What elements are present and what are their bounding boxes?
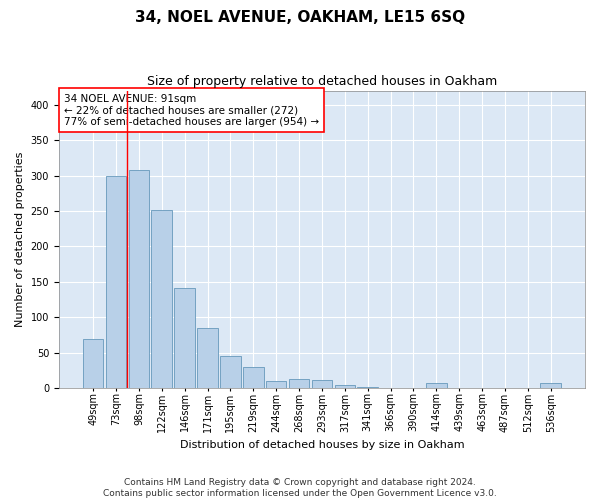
Bar xyxy=(175,288,195,388)
Y-axis label: Number of detached properties: Number of detached properties xyxy=(15,152,25,327)
Bar xyxy=(426,383,446,388)
Text: 34, NOEL AVENUE, OAKHAM, LE15 6SQ: 34, NOEL AVENUE, OAKHAM, LE15 6SQ xyxy=(135,10,465,25)
Bar xyxy=(106,176,126,388)
Bar xyxy=(541,383,561,388)
Bar xyxy=(266,381,286,388)
Title: Size of property relative to detached houses in Oakham: Size of property relative to detached ho… xyxy=(147,75,497,88)
Bar xyxy=(128,170,149,388)
Text: Contains HM Land Registry data © Crown copyright and database right 2024.
Contai: Contains HM Land Registry data © Crown c… xyxy=(103,478,497,498)
Text: 34 NOEL AVENUE: 91sqm
← 22% of detached houses are smaller (272)
77% of semi-det: 34 NOEL AVENUE: 91sqm ← 22% of detached … xyxy=(64,94,319,126)
Bar xyxy=(335,384,355,388)
Bar xyxy=(311,380,332,388)
Bar xyxy=(220,356,241,388)
Bar xyxy=(289,379,310,388)
Bar xyxy=(83,338,103,388)
X-axis label: Distribution of detached houses by size in Oakham: Distribution of detached houses by size … xyxy=(179,440,464,450)
Bar xyxy=(151,210,172,388)
Bar xyxy=(243,367,263,388)
Bar xyxy=(197,328,218,388)
